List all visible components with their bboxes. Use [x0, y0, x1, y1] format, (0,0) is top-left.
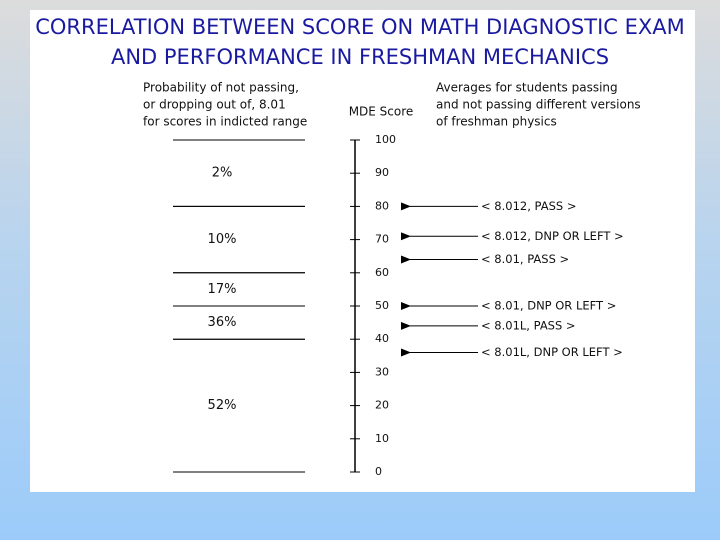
arrow-label: < 8.01L, DNP OR LEFT >	[481, 345, 623, 359]
left-header: or dropping out of, 8.01	[143, 98, 286, 112]
tick-label: 60	[375, 266, 389, 279]
range-label: 17%	[208, 282, 237, 297]
tick-label: 70	[375, 233, 389, 246]
tick-label: 100	[375, 133, 396, 146]
tick-label: 50	[375, 299, 389, 312]
right-header: and not passing different versions	[436, 98, 641, 112]
title: AND PERFORMANCE IN FRESHMAN MECHANICS	[111, 45, 609, 69]
range-label: 10%	[208, 232, 237, 247]
title: CORRELATION BETWEEN SCORE ON MATH DIAGNO…	[35, 15, 685, 39]
arrow-label: < 8.01, PASS >	[481, 252, 569, 266]
panel	[30, 10, 695, 492]
axis-label: MDE Score	[349, 105, 414, 119]
right-header: of freshman physics	[436, 115, 557, 129]
range-label: 52%	[208, 398, 237, 413]
arrow-label: < 8.012, DNP OR LEFT >	[481, 229, 624, 243]
tick-label: 90	[375, 166, 389, 179]
left-header: Probability of not passing,	[143, 81, 299, 95]
tick-label: 40	[375, 332, 389, 345]
tick-label: 30	[375, 365, 389, 378]
tick-label: 10	[375, 432, 389, 445]
tick-label: 20	[375, 399, 389, 412]
right-header: Averages for students passing	[436, 81, 618, 95]
tick-label: 80	[375, 199, 389, 212]
range-label: 36%	[208, 315, 237, 330]
arrow-label: < 8.01L, PASS >	[481, 318, 576, 332]
arrow-label: < 8.012, PASS >	[481, 199, 576, 213]
tick-label: 0	[375, 465, 382, 478]
left-header: for scores in indicted range	[143, 115, 307, 129]
range-label: 2%	[212, 166, 233, 181]
arrow-label: < 8.01, DNP OR LEFT >	[481, 299, 616, 313]
